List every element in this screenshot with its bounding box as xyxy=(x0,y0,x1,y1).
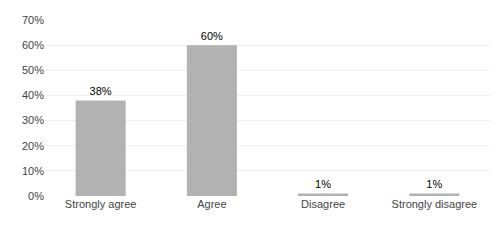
svg-text:20%: 20% xyxy=(22,140,44,152)
svg-text:60%: 60% xyxy=(201,30,223,42)
svg-text:Disagree: Disagree xyxy=(301,198,345,210)
svg-text:50%: 50% xyxy=(22,64,44,76)
svg-text:10%: 10% xyxy=(22,165,44,177)
svg-text:40%: 40% xyxy=(22,89,44,101)
svg-text:1%: 1% xyxy=(315,178,331,190)
svg-text:38%: 38% xyxy=(90,85,112,97)
svg-text:Strongly agree: Strongly agree xyxy=(65,198,137,210)
svg-text:Strongly disagree: Strongly disagree xyxy=(392,198,478,210)
svg-text:1%: 1% xyxy=(426,178,442,190)
svg-text:60%: 60% xyxy=(22,39,44,51)
svg-text:0%: 0% xyxy=(28,190,44,202)
svg-text:70%: 70% xyxy=(22,14,44,26)
svg-text:Agree: Agree xyxy=(197,198,226,210)
svg-text:30%: 30% xyxy=(22,114,44,126)
